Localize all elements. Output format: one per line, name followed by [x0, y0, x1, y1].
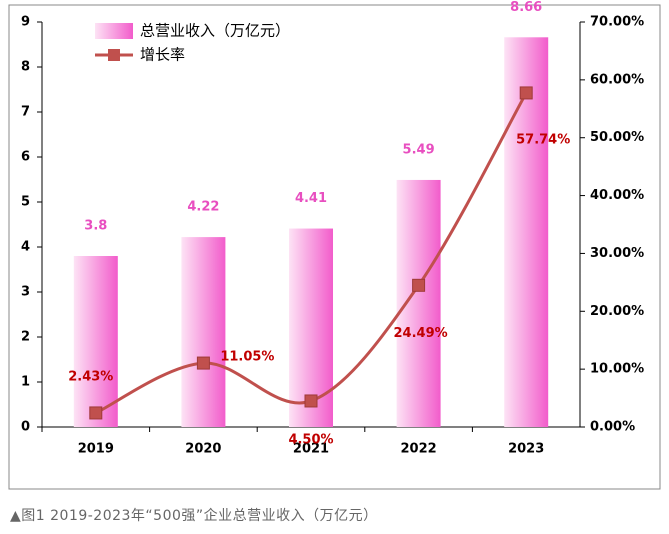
bar-value-label: 5.49 — [403, 142, 435, 157]
y-tick-label: 0 — [21, 420, 30, 435]
bar — [396, 179, 441, 427]
y-tick-label: 6 — [21, 150, 30, 165]
y-tick-label: 2 — [21, 330, 30, 345]
y-tick-label: 7 — [21, 105, 30, 120]
line-marker — [89, 406, 103, 420]
line-marker — [412, 278, 426, 292]
line-value-label: 57.74% — [516, 132, 570, 147]
x-tick-label: 2019 — [78, 442, 114, 457]
y2-tick-label: 20.00% — [590, 304, 644, 319]
x-tick-label: 2022 — [401, 442, 437, 457]
line-marker — [196, 356, 210, 370]
line — [95, 92, 528, 415]
bar — [504, 37, 549, 428]
y2-tick-label: 50.00% — [590, 130, 644, 145]
line-marker — [519, 86, 533, 100]
y-tick-label: 3 — [21, 285, 30, 300]
y-tick-label: 9 — [21, 15, 30, 30]
line-value-label: 11.05% — [220, 350, 274, 365]
bar — [181, 237, 226, 427]
bar-value-label: 4.41 — [295, 191, 327, 206]
y-tick-label: 8 — [21, 60, 30, 75]
caption: ▲图1 2019-2023年“500强”企业总营业收入（万亿元） — [10, 508, 378, 524]
legend-label: 总营业收入（万亿元） — [140, 22, 290, 40]
y-tick-label: 1 — [21, 375, 30, 390]
y2-tick-label: 10.00% — [590, 362, 644, 377]
x-tick-label: 2023 — [508, 442, 544, 457]
y-tick-label: 4 — [21, 240, 30, 255]
line-marker — [304, 394, 318, 408]
y2-tick-label: 40.00% — [590, 188, 644, 203]
x-tick-label: 2020 — [185, 442, 221, 457]
bar-value-label: 8.66 — [510, 0, 542, 15]
y2-tick-label: 30.00% — [590, 246, 644, 261]
line-value-label: 2.43% — [68, 369, 113, 384]
x-tick-label: 2021 — [293, 442, 329, 457]
chart: 0 1 2 3 4 5 6 7 8 9 0.00% 10.00% 20.00% 30.00% 40.00% 5… — [8, 0, 661, 490]
legend-swatch — [95, 23, 133, 39]
bar-value-label: 4.22 — [187, 200, 219, 215]
line-value-label: 24.49% — [394, 326, 448, 341]
bar — [73, 256, 118, 427]
y-tick-label: 5 — [21, 195, 30, 210]
legend-swatch — [108, 49, 120, 61]
line-value-label: 4.50% — [288, 432, 333, 447]
chart-frame — [8, 4, 661, 490]
y2-tick-label: 70.00% — [590, 15, 644, 30]
y2-tick-label: 0.00% — [590, 420, 635, 435]
bar-value-label: 3.8 — [84, 219, 107, 234]
legend-label: 增长率 — [140, 46, 185, 64]
y2-tick-label: 60.00% — [590, 72, 644, 87]
